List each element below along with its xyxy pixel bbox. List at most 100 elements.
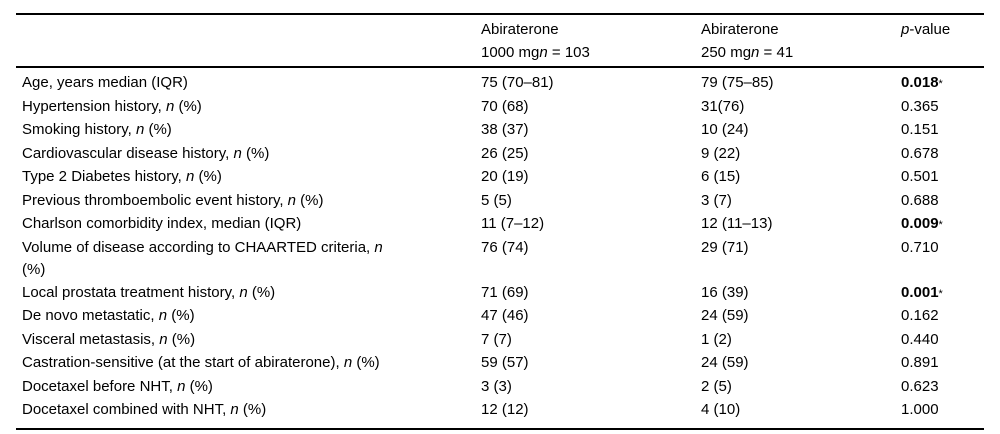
p-value-text: 0.688: [901, 191, 939, 209]
header-dose-line: 1000 mgn = 103: [481, 42, 701, 65]
row-label-suffix: (%): [167, 307, 195, 324]
row-label-text: Cardiovascular disease history,: [22, 144, 234, 162]
row-label-text: Local prostata treatment history,: [22, 283, 240, 301]
value-250mg: 29 (71): [701, 238, 749, 256]
value-1000mg: 11 (7–12): [481, 215, 545, 232]
p-value-text: 0.151: [901, 121, 939, 138]
value-250mg: 12 (11–13): [701, 215, 773, 232]
p-value-bold: 0.009: [901, 215, 939, 232]
value-1000mg: 3 (3): [481, 377, 512, 395]
header-n-italic: n: [751, 43, 760, 61]
table-row: Previous thromboembolic event history, n…: [16, 190, 984, 214]
row-label-text: Castration-sensitive (at the start of ab…: [22, 354, 344, 371]
row-label-suffix: (%): [174, 97, 202, 115]
value-250mg: 16 (39): [701, 283, 749, 301]
row-label-suffix: (%): [247, 283, 276, 301]
row-label: Docetaxel combined with NHT, n (%): [16, 399, 481, 429]
significance-star: *: [938, 219, 943, 231]
p-value-cell: 0.151: [901, 119, 984, 143]
p-value-cell: 0.688: [901, 190, 984, 214]
row-label-suffix: (%): [352, 354, 380, 371]
row-label-n-italic: n: [165, 97, 175, 115]
row-label-suffix-wrapped: (%): [22, 261, 46, 278]
value-1000mg: 59 (57): [481, 354, 529, 371]
row-label-text: Visceral metastasis,: [22, 330, 160, 348]
row-label-n-italic: n: [177, 377, 186, 395]
header-n-count: = 103: [547, 43, 590, 61]
row-label-suffix: (%): [167, 330, 196, 348]
row-label-text: Age, years median (IQR): [22, 74, 188, 91]
table-row: Hypertension history, n (%) 70 (68) 31(7…: [16, 96, 984, 120]
header-dose-line: 250 mgn = 41: [701, 42, 901, 65]
p-value-text: 0.891: [901, 354, 939, 371]
p-value-cell: 1.000: [901, 399, 984, 429]
table-row: Charlson comorbidity index, median (IQR)…: [16, 213, 984, 237]
p-value-cell: 0.001*: [901, 282, 984, 306]
p-value-cell: 0.365: [901, 96, 984, 120]
header-drug-name: Abiraterone: [481, 21, 559, 38]
p-value-cell: 0.440: [901, 329, 984, 353]
header-row: Abiraterone 1000 mgn = 103 Abiraterone 2…: [16, 14, 984, 68]
p-value-bold: 0.018: [901, 74, 939, 91]
p-value-text: 0.678: [901, 144, 939, 162]
p-value-cell: 0.162: [901, 305, 984, 329]
header-abiraterone-1000mg: Abiraterone 1000 mgn = 103: [481, 14, 701, 68]
p-value-text: 0.710: [901, 238, 939, 256]
row-label-text: Volume of disease according to CHAARTED …: [22, 238, 375, 256]
p-value-cell: 0.623: [901, 376, 984, 400]
value-1000mg: 76 (74): [481, 238, 529, 256]
row-label-suffix: (%): [144, 121, 172, 138]
row-label: De novo metastatic, n (%): [16, 305, 481, 329]
row-label-text: Charlson comorbidity index, median (IQR): [22, 215, 302, 232]
p-value-text: 0.623: [901, 377, 939, 395]
row-label-suffix: (%): [241, 144, 270, 162]
value-250mg: 24 (59): [701, 354, 749, 371]
row-label: Type 2 Diabetes history, n (%): [16, 166, 481, 190]
value-1000mg: 71 (69): [481, 283, 529, 301]
value-250mg: 6 (15): [701, 168, 741, 185]
header-n-count: = 41: [759, 43, 794, 61]
table-row: Docetaxel before NHT, n (%) 3 (3) 2 (5) …: [16, 376, 984, 400]
value-1000mg: 75 (70–81): [481, 74, 554, 91]
header-p-rest: -value: [909, 21, 951, 38]
p-value-cell: 0.710: [901, 237, 984, 282]
value-250mg: 24 (59): [701, 307, 749, 324]
row-label: Hypertension history, n (%): [16, 96, 481, 120]
row-label: Age, years median (IQR): [16, 67, 481, 96]
p-value-cell: 0.009*: [901, 213, 984, 237]
p-value-text: 0.162: [901, 307, 939, 324]
row-label-text: Hypertension history,: [22, 97, 166, 115]
row-label-text: Previous thromboembolic event history,: [22, 191, 288, 209]
p-value-text: 0.440: [901, 330, 939, 348]
table-row: Age, years median (IQR) 75 (70–81) 79 (7…: [16, 67, 984, 96]
table-row: Local prostata treatment history, n (%) …: [16, 282, 984, 306]
header-n-italic: n: [539, 43, 548, 61]
row-label-n-italic: n: [135, 121, 145, 138]
row-label-n-italic: n: [343, 354, 353, 371]
row-label: Castration-sensitive (at the start of ab…: [16, 352, 481, 376]
header-drug-name: Abiraterone: [701, 21, 779, 38]
p-value-cell: 0.501: [901, 166, 984, 190]
row-label-text: Docetaxel combined with NHT,: [22, 401, 231, 418]
header-p-value: p-value: [901, 14, 984, 68]
value-1000mg: 38 (37): [481, 121, 529, 138]
value-250mg: 3 (7): [701, 191, 732, 209]
row-label: Local prostata treatment history, n (%): [16, 282, 481, 306]
row-label: Charlson comorbidity index, median (IQR): [16, 213, 481, 237]
value-1000mg: 26 (25): [481, 144, 529, 162]
table-row: Docetaxel combined with NHT, n (%) 12 (1…: [16, 399, 984, 429]
p-value-text: 0.501: [901, 168, 939, 185]
row-label-text: De novo metastatic,: [22, 307, 159, 324]
header-abiraterone-250mg: Abiraterone 250 mgn = 41: [701, 14, 901, 68]
significance-star: *: [938, 287, 943, 300]
header-dose-text: 1000 mg: [481, 43, 540, 61]
row-label-suffix: (%): [185, 377, 213, 395]
header-p-italic: p: [901, 21, 910, 38]
table-row: Cardiovascular disease history, n (%) 26…: [16, 143, 984, 167]
table-row: Type 2 Diabetes history, n (%) 20 (19) 6…: [16, 166, 984, 190]
row-label: Docetaxel before NHT, n (%): [16, 376, 481, 400]
significance-star: *: [938, 78, 943, 90]
row-label-n-italic: n: [158, 307, 168, 324]
table-row: De novo metastatic, n (%) 47 (46) 24 (59…: [16, 305, 984, 329]
row-label-suffix: (%): [296, 191, 324, 209]
